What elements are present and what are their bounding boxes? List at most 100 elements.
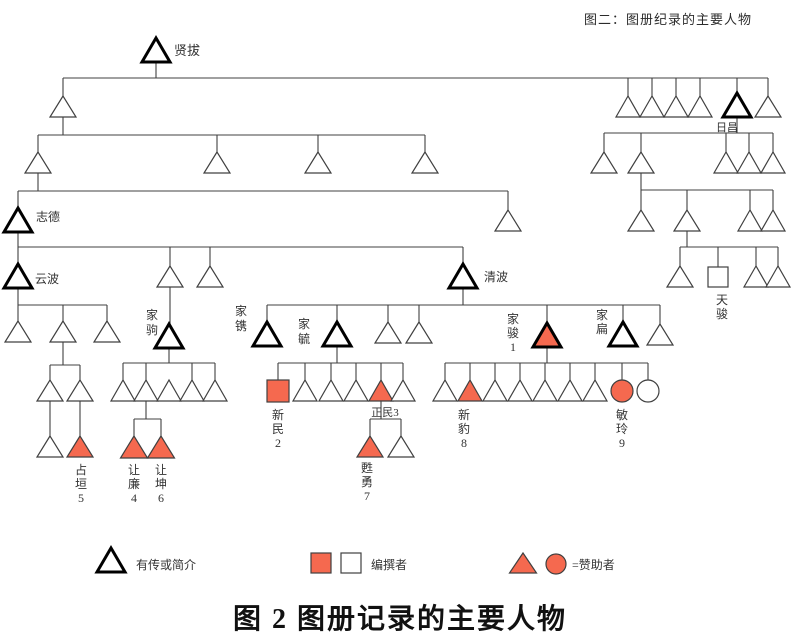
label-jiajun: 1 — [510, 340, 516, 354]
person-node — [645, 322, 675, 346]
person-node — [48, 319, 78, 343]
label-legend-editor: 编撰者 — [371, 557, 407, 572]
label-minling: 玲 — [616, 422, 628, 436]
person-node — [589, 150, 619, 174]
label-ranglian: 4 — [131, 491, 137, 505]
person-node — [410, 150, 440, 174]
person-node — [753, 94, 783, 118]
person-node — [493, 208, 523, 232]
node-richang — [720, 90, 754, 119]
person-node — [686, 94, 714, 118]
label-jiabian: 扁 — [596, 322, 608, 336]
label-minling: 9 — [619, 436, 625, 450]
person-node — [712, 150, 740, 174]
label-jiajuan: 镌 — [235, 318, 247, 333]
person-node — [303, 150, 333, 174]
node-xinbao — [456, 378, 484, 402]
node-legend-triangle-bold — [94, 545, 128, 574]
person-node — [155, 264, 185, 288]
label-tianjun: 骏 — [716, 307, 728, 321]
label-suyong: 甦 — [361, 461, 373, 475]
person-node — [626, 150, 656, 174]
person-node — [662, 94, 690, 118]
node-jiajuan — [250, 319, 284, 348]
label-minling: 敏 — [616, 407, 628, 422]
node-xinmin — [266, 379, 290, 403]
person-node — [92, 319, 122, 343]
label-xinbao: 8 — [461, 436, 467, 450]
label-rangkun: 坤 — [155, 476, 167, 491]
person-node — [636, 379, 660, 403]
person-node — [317, 378, 345, 402]
person-node — [735, 150, 763, 174]
node-tianjun — [707, 266, 729, 288]
person-node — [195, 264, 225, 288]
person-node — [764, 264, 792, 288]
node-minling — [610, 379, 634, 403]
label-jiaju: 家 — [146, 307, 158, 322]
node-zhide — [1, 205, 35, 234]
label-zhengmin: 正民3 — [371, 407, 399, 419]
person-node — [614, 94, 642, 118]
person-node — [556, 378, 584, 402]
label-xianba: 贤拔 — [174, 43, 200, 58]
person-node — [404, 320, 434, 344]
person-node — [742, 264, 770, 288]
person-node — [373, 320, 403, 344]
node-suyong — [355, 434, 385, 458]
node-legend-square-white — [340, 552, 362, 574]
node-qingbo — [446, 261, 480, 290]
person-node — [202, 150, 232, 174]
label-jiajun: 骏 — [507, 326, 519, 340]
person-node — [736, 208, 764, 232]
person-node — [665, 264, 695, 288]
node-xianba — [139, 35, 173, 64]
label-richang: 日昌 — [716, 121, 738, 134]
label-xinbao: 豹 — [458, 421, 470, 436]
figure-caption-top: 图二：图册纪录的主要人物 — [583, 12, 752, 27]
label-zhide: 志德 — [36, 209, 60, 224]
person-node — [581, 378, 609, 402]
person-node — [109, 378, 137, 402]
figure-title-bottom: 图 2 图册记录的主要人物 — [232, 604, 567, 635]
person-node — [386, 434, 416, 458]
label-tianjun: 天 — [716, 293, 728, 307]
label-rangkun: 让 — [155, 463, 167, 477]
label-xinmin: 新 — [272, 407, 284, 422]
label-xinmin: 2 — [275, 436, 281, 450]
person-node — [638, 94, 666, 118]
label-jiayu: 家 — [298, 316, 310, 331]
label-ranglian: 让 — [128, 463, 140, 477]
person-node — [759, 150, 787, 174]
node-jiabian — [606, 319, 640, 348]
label-zhanyuan: 垣 — [75, 477, 87, 491]
person-node — [626, 208, 656, 232]
label-suyong: 勇 — [361, 475, 373, 489]
person-node — [3, 319, 33, 343]
node-jiajun — [530, 320, 564, 349]
node-jiayu — [320, 319, 354, 348]
node-jiaju — [152, 321, 186, 350]
label-jiaju: 驹 — [146, 322, 158, 337]
label-zhanyuan: 5 — [78, 491, 84, 505]
label-rangkun: 6 — [158, 491, 164, 505]
person-node — [23, 150, 53, 174]
person-node — [431, 378, 459, 402]
label-qingbo: 清波 — [484, 270, 508, 284]
label-xinbao: 新 — [458, 407, 470, 422]
label-jiajuan: 家 — [235, 303, 247, 318]
label-xinmin: 民 — [272, 422, 284, 436]
label-ranglian: 廉 — [128, 476, 140, 491]
person-node — [759, 208, 787, 232]
label-zhanyuan: 占 — [75, 462, 87, 477]
label-suyong: 7 — [364, 489, 370, 503]
person-node — [178, 378, 206, 402]
person-node — [155, 378, 183, 402]
person-node — [48, 94, 78, 118]
person-node — [481, 378, 509, 402]
person-node — [342, 378, 370, 402]
person-node — [291, 378, 319, 402]
label-jiayu: 毓 — [298, 331, 310, 346]
person-node — [506, 378, 534, 402]
person-node — [132, 378, 160, 402]
